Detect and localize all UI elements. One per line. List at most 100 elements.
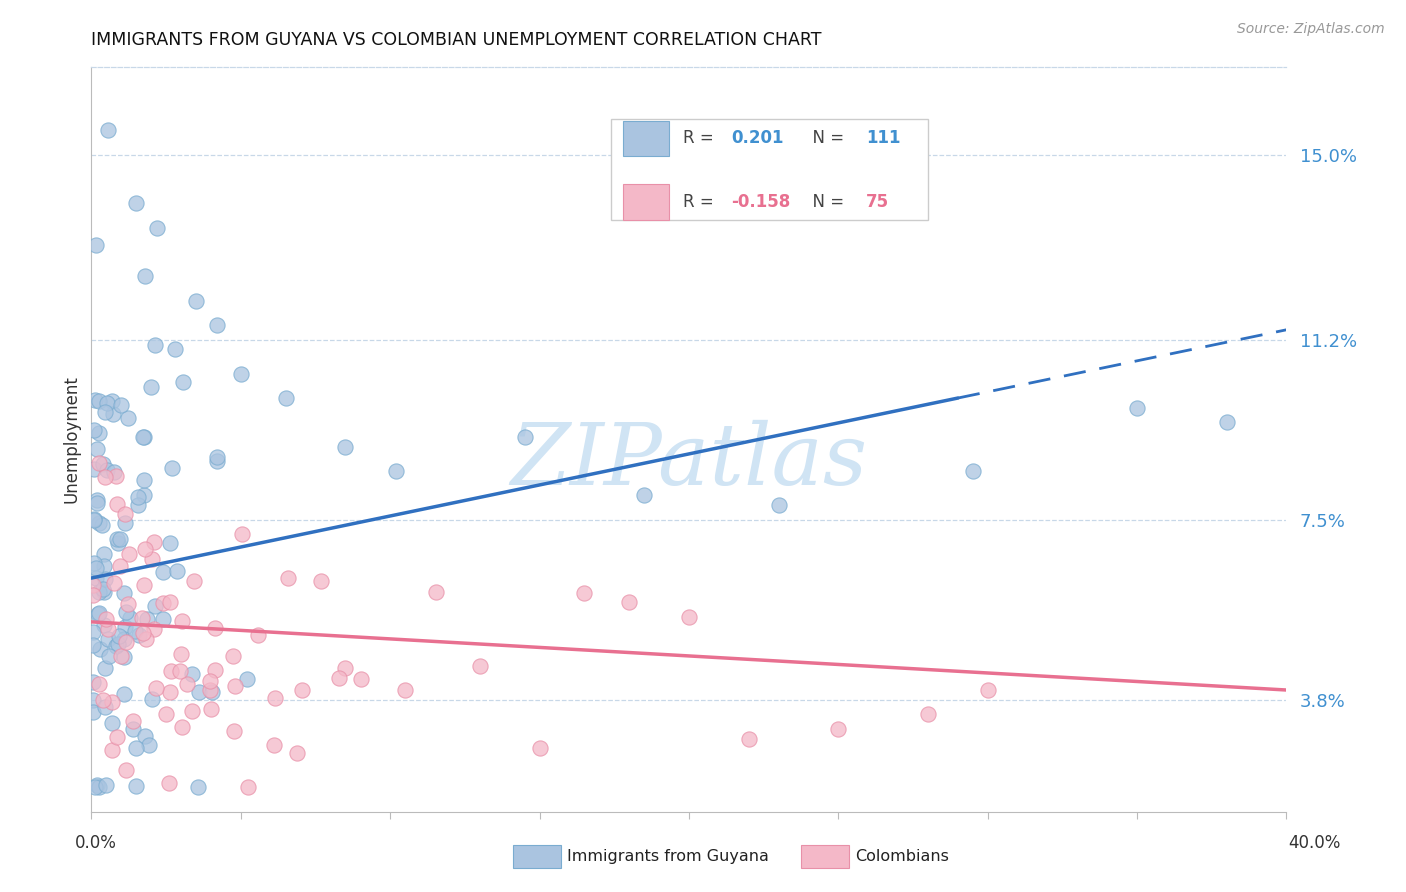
Point [170, 720, 193, 734]
Point [169, 648, 191, 662]
Point [204, 663, 226, 677]
Point [425, 585, 447, 599]
Point [166, 564, 188, 578]
Point [468, 658, 491, 673]
Point [152, 596, 174, 610]
Point [84, 780, 107, 795]
Point [110, 648, 132, 663]
Point [101, 715, 124, 730]
Point [155, 706, 177, 721]
Point [231, 526, 253, 541]
Point [678, 610, 700, 624]
Point [117, 597, 139, 611]
Point [112, 632, 135, 646]
Point [139, 380, 162, 394]
Point [98, 648, 121, 663]
Point [105, 533, 128, 547]
Point [145, 599, 167, 613]
Point [112, 586, 135, 600]
Point [131, 430, 153, 444]
Point [159, 535, 181, 549]
Point [187, 780, 209, 795]
Point [264, 691, 287, 706]
Point [160, 664, 183, 678]
Point [157, 776, 180, 790]
Point [84, 560, 107, 574]
Point [127, 490, 149, 504]
Point [87, 676, 110, 690]
Point [101, 743, 124, 757]
Point [100, 695, 122, 709]
FancyBboxPatch shape [623, 120, 669, 156]
Point [110, 398, 132, 412]
Point [107, 497, 129, 511]
Point [94, 470, 117, 484]
Point [105, 469, 128, 483]
Point [205, 453, 228, 467]
Point [124, 779, 146, 793]
Text: 0.0%: 0.0% [75, 834, 117, 852]
Point [93, 617, 115, 632]
Point [91, 457, 114, 471]
Point [103, 465, 125, 479]
Point [112, 650, 135, 665]
Text: Immigrants from Guyana: Immigrants from Guyana [567, 849, 769, 863]
Point [143, 622, 166, 636]
Text: R =: R = [683, 129, 718, 147]
Text: 40.0%: 40.0% [1288, 834, 1341, 852]
Point [127, 499, 149, 513]
Point [83, 393, 105, 408]
Point [513, 430, 536, 444]
Point [120, 611, 142, 625]
Point [135, 632, 157, 646]
Point [121, 722, 143, 736]
Point [159, 595, 181, 609]
Point [115, 634, 138, 648]
Point [976, 683, 998, 698]
Point [135, 612, 157, 626]
Point [385, 464, 408, 478]
Point [183, 574, 205, 589]
Point [83, 513, 105, 527]
Point [141, 691, 163, 706]
Point [114, 516, 136, 530]
Point [91, 582, 114, 596]
FancyBboxPatch shape [612, 119, 928, 219]
Point [188, 684, 211, 698]
Text: Source: ZipAtlas.com: Source: ZipAtlas.com [1237, 22, 1385, 37]
Point [87, 607, 110, 621]
Point [246, 628, 269, 642]
Text: Colombians: Colombians [855, 849, 949, 863]
Point [93, 405, 115, 419]
Point [89, 641, 111, 656]
Point [163, 343, 186, 357]
Point [200, 702, 222, 716]
Point [737, 731, 759, 746]
Point [94, 572, 117, 586]
Point [176, 677, 198, 691]
Point [87, 516, 110, 530]
Point [124, 624, 146, 638]
Point [94, 779, 117, 793]
Point [105, 731, 128, 745]
Point [103, 407, 125, 421]
Point [224, 679, 246, 693]
Text: 111: 111 [866, 129, 900, 147]
Point [204, 621, 226, 635]
Point [93, 585, 115, 599]
Text: -0.158: -0.158 [731, 193, 790, 211]
Point [82, 675, 104, 690]
Point [172, 375, 194, 389]
Point [131, 611, 153, 625]
Point [184, 293, 207, 308]
Point [827, 722, 849, 736]
Point [160, 460, 183, 475]
Point [97, 632, 120, 646]
Point [82, 588, 104, 602]
Point [236, 673, 259, 687]
Point [917, 707, 939, 722]
Point [118, 547, 141, 561]
Point [112, 687, 135, 701]
Point [86, 492, 108, 507]
Point [93, 548, 115, 562]
